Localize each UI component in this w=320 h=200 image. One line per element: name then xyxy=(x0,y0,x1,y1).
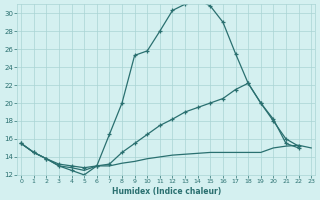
X-axis label: Humidex (Indice chaleur): Humidex (Indice chaleur) xyxy=(112,187,221,196)
